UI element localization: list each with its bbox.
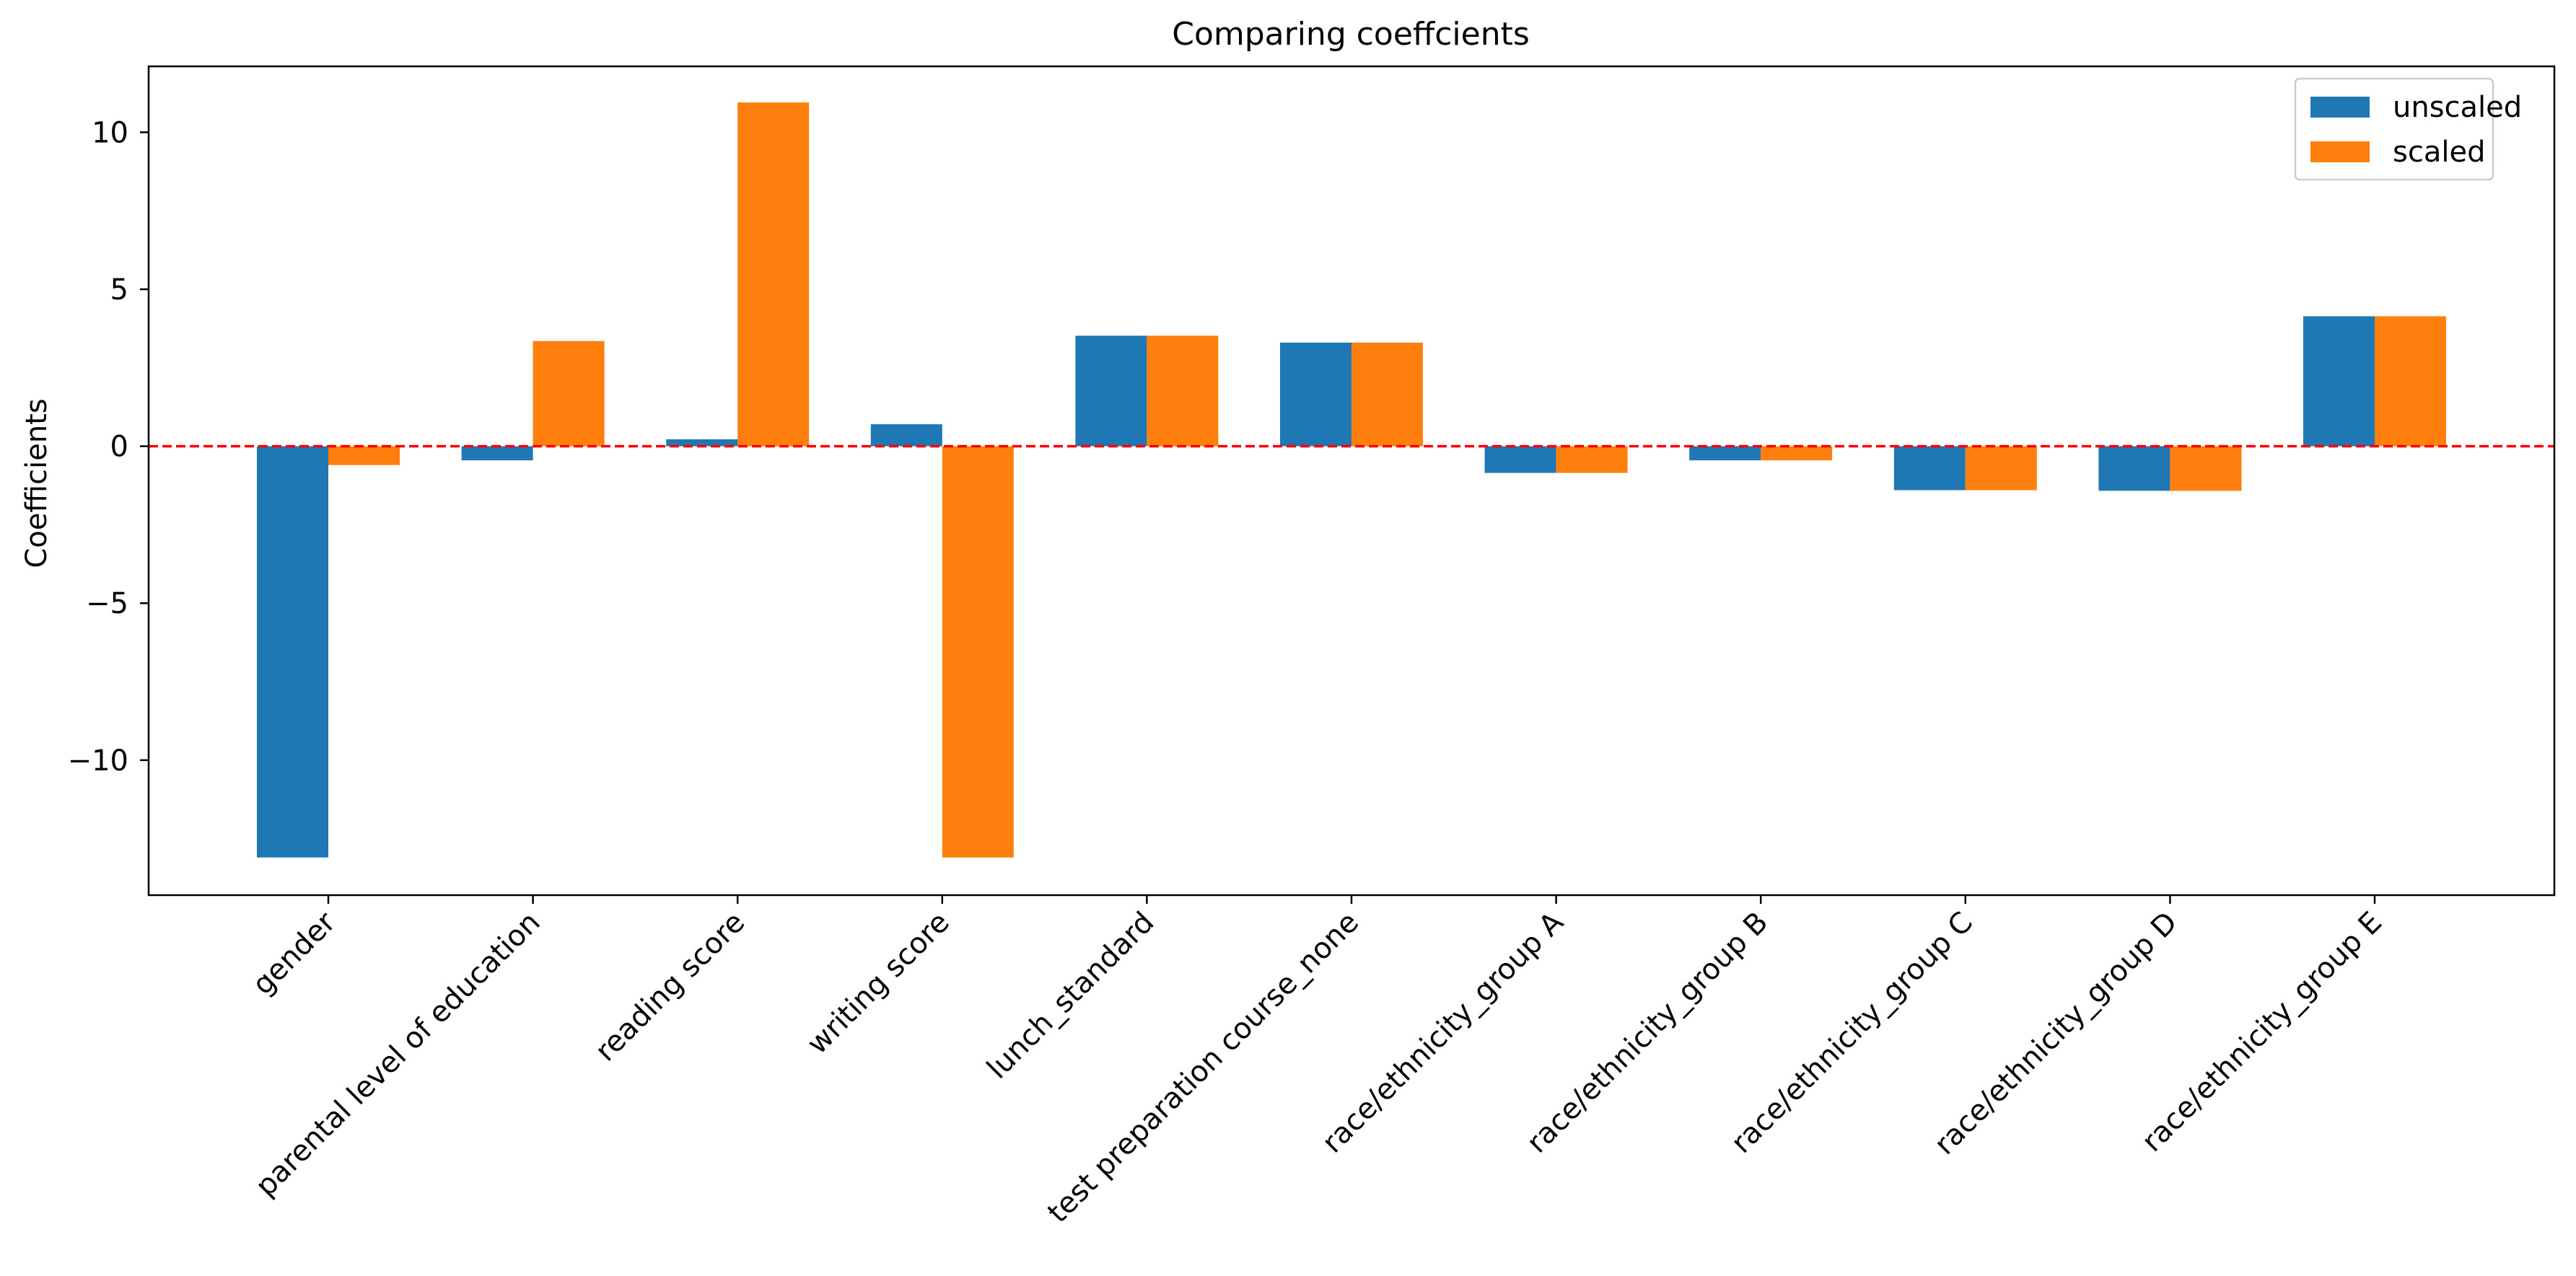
legend-label-unscaled: unscaled bbox=[2393, 91, 2522, 124]
bar-scaled-11 bbox=[2375, 316, 2446, 446]
bar-scaled-6 bbox=[1351, 343, 1423, 446]
bar-unscaled-2 bbox=[461, 446, 533, 461]
x-tick-label: race/ethnicity_group D bbox=[1928, 906, 2183, 1161]
bar-unscaled-8 bbox=[1689, 446, 1761, 461]
x-tick-label: writing score bbox=[801, 906, 956, 1061]
bar-scaled-2 bbox=[533, 340, 605, 446]
bar-unscaled-6 bbox=[1280, 343, 1351, 446]
x-tick-label: race/ethnicity_group C bbox=[1725, 906, 1979, 1160]
legend-label-scaled: scaled bbox=[2393, 136, 2485, 169]
bar-scaled-3 bbox=[737, 102, 810, 446]
bar-unscaled-5 bbox=[1075, 335, 1147, 446]
bar-scaled-7 bbox=[1556, 446, 1628, 473]
y-tick-label: 5 bbox=[110, 273, 128, 307]
x-tick-label: lunch_standard bbox=[981, 906, 1160, 1086]
bar-unscaled-11 bbox=[2303, 316, 2375, 446]
x-tick-label: race/ethnicity_group A bbox=[1316, 905, 1570, 1159]
bar-unscaled-9 bbox=[1893, 446, 1966, 490]
bars-layer bbox=[257, 102, 2446, 858]
y-tick-label: −5 bbox=[86, 587, 128, 620]
y-tick-label: 0 bbox=[110, 431, 128, 464]
bar-unscaled-7 bbox=[1484, 446, 1556, 473]
bar-scaled-8 bbox=[1761, 446, 1833, 461]
bar-scaled-4 bbox=[942, 446, 1014, 858]
legend-swatch-unscaled bbox=[2310, 97, 2370, 118]
x-tick-label: race/ethnicity_group E bbox=[2136, 906, 2389, 1159]
bar-scaled-10 bbox=[2170, 446, 2242, 491]
x-tick-label: reading score bbox=[589, 906, 751, 1068]
x-tick-label: gender bbox=[246, 905, 342, 1001]
chart-title: Comparing coeffcients bbox=[1172, 16, 1530, 53]
bar-unscaled-3 bbox=[666, 439, 738, 446]
bar-scaled-5 bbox=[1147, 335, 1219, 446]
x-tick-label: race/ethnicity_group B bbox=[1520, 906, 1774, 1160]
y-tick-label: −10 bbox=[68, 744, 128, 778]
bar-unscaled-10 bbox=[2098, 446, 2170, 491]
bar-scaled-1 bbox=[328, 446, 400, 465]
y-axis-label: Coefficients bbox=[20, 398, 53, 568]
legend: unscaled scaled bbox=[2294, 77, 2522, 181]
bar-unscaled-4 bbox=[870, 424, 942, 446]
bar-unscaled-1 bbox=[257, 446, 328, 858]
legend-swatch-scaled bbox=[2310, 141, 2370, 162]
y-ticks-layer: 10 5 0 −5 −10 bbox=[68, 116, 149, 778]
bar-scaled-9 bbox=[1965, 446, 2037, 490]
y-tick-label: 10 bbox=[92, 116, 128, 149]
